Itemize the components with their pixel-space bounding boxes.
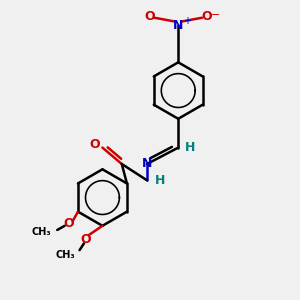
Text: −: − xyxy=(211,10,220,20)
Text: O: O xyxy=(90,138,100,151)
Text: O: O xyxy=(63,217,74,230)
Text: N: N xyxy=(173,19,183,32)
Text: +: + xyxy=(183,16,191,26)
Text: CH₃: CH₃ xyxy=(32,227,51,237)
Text: H: H xyxy=(155,174,166,187)
Text: O: O xyxy=(145,10,155,23)
Text: N: N xyxy=(142,158,152,170)
Text: H: H xyxy=(185,141,195,154)
Text: O: O xyxy=(201,10,212,23)
Text: O: O xyxy=(80,233,91,246)
Text: CH₃: CH₃ xyxy=(56,250,75,260)
